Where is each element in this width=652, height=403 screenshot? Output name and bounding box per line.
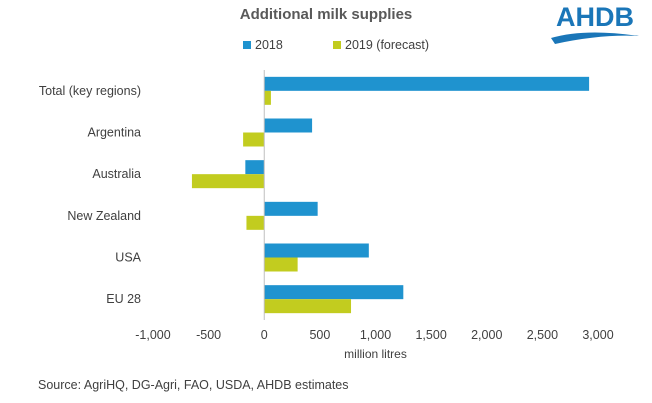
bar-argentina-2019-forecast [243,132,265,147]
legend-swatch-2019-forecast [333,41,341,49]
bar-eu-28-2019-forecast [264,299,352,314]
legend-label-2019-forecast: 2019 (forecast) [345,38,430,52]
x-tick-label: 1,500 [415,328,446,342]
x-tick-label: 500 [309,328,330,342]
legend-swatch-2018 [243,41,251,49]
category-label-total-key-regions: Total (key regions) [39,84,141,98]
bar-argentina-2018 [264,118,313,133]
bar-australia-2019-forecast [191,174,265,189]
category-label-argentina: Argentina [87,126,141,140]
bar-australia-2018 [245,160,265,175]
x-tick-labels: -1,000 -500 0 500 1,000 1,500 2,000 2,500 3,000 [135,328,613,342]
legend-item-2018: 2018 [243,38,283,52]
logo-swoosh [551,32,639,44]
bar-total-key-regions-2018 [264,76,590,91]
bar-eu-28-2018 [264,285,404,300]
x-axis-title: million litres [344,347,407,361]
x-tick-label: 2,000 [471,328,502,342]
chart-title: Additional milk supplies [239,6,413,23]
source-note: Source: AgriHQ, DG-Agri, FAO, USDA, AHDB… [38,378,349,392]
bars-layer [191,76,590,314]
x-tick-label: 2,500 [527,328,558,342]
bar-usa-2018 [264,243,369,258]
x-tick-label: 1,000 [360,328,391,342]
logo-text: AHDB [556,2,634,32]
category-labels: Total (key regions) Argentina Australia New… [39,84,142,306]
category-label-usa: USA [115,251,141,265]
bar-usa-2019-forecast [264,257,298,272]
ahdb-logo: AHDB [551,2,639,44]
category-label-australia: Australia [92,167,141,181]
legend-label-2018: 2018 [255,38,283,52]
x-tick-label: 3,000 [582,328,613,342]
bar-total-key-regions-2019-forecast [264,90,271,105]
x-tick-label: -1,000 [135,328,170,342]
x-tick-label: 0 [261,328,268,342]
x-tick-label: -500 [196,328,221,342]
category-label-eu-28: EU 28 [106,292,141,306]
bar-new-zealand-2019-forecast [246,215,265,230]
legend-item-2019-forecast: 2019 (forecast) [333,38,429,52]
category-label-new-zealand: New Zealand [67,209,141,223]
bar-new-zealand-2018 [264,201,318,216]
